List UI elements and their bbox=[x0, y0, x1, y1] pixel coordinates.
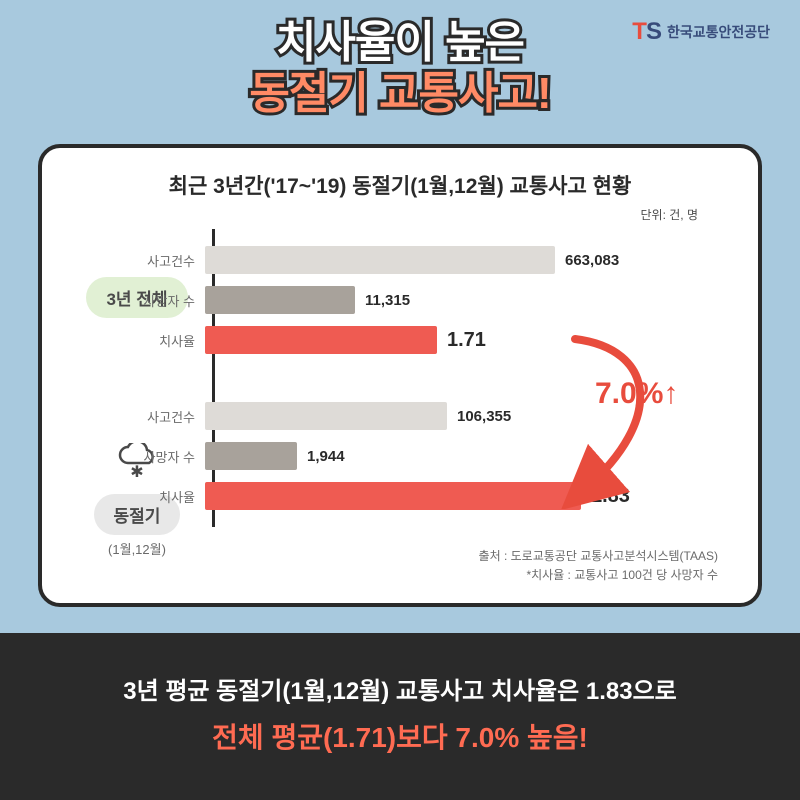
chart-card: 최근 3년간('17~'19) 동절기(1월,12월) 교통사고 현황 단위: … bbox=[38, 144, 762, 607]
footer-line-1: 3년 평균 동절기(1월,12월) 교통사고 치사율은 1.83으로 bbox=[20, 671, 780, 706]
bar-value: 11,315 bbox=[365, 292, 410, 309]
svg-text:✱: ✱ bbox=[130, 464, 143, 481]
bar-value: 1.71 bbox=[447, 329, 486, 352]
bar bbox=[205, 286, 355, 314]
group-labels-col: 3년 전체✱동절기(1월,12월) bbox=[72, 229, 212, 527]
bar-value: 1,944 bbox=[307, 448, 345, 465]
bar bbox=[205, 402, 447, 430]
bar-label: 사망자 수 bbox=[141, 291, 205, 310]
increase-label: 7.0%↑ bbox=[595, 377, 678, 411]
bar-value: 1.83 bbox=[591, 485, 630, 508]
bar-value: 663,083 bbox=[565, 252, 619, 269]
title-line-2: 동절기 교통사고! bbox=[0, 69, 800, 120]
logo-org-name: 한국교통안전공단 bbox=[667, 22, 770, 42]
org-logo: TS 한국교통안전공단 bbox=[632, 18, 770, 46]
bar-row: 사망자 수11,315 bbox=[215, 283, 728, 317]
group-sublabel: (1월,12월) bbox=[72, 539, 202, 558]
bar bbox=[205, 246, 555, 274]
chart-area: 3년 전체✱동절기(1월,12월) 7.0%↑ 사고건수663,083사망자 수… bbox=[72, 229, 728, 527]
bar-row: 사망자 수1,944 bbox=[215, 439, 728, 473]
footer-line-2: 전체 평균(1.71)보다 7.0% 높음! bbox=[20, 716, 780, 756]
bar-label: 사고건수 bbox=[141, 407, 205, 426]
logo-ts-mark: TS bbox=[632, 18, 661, 46]
source-line-2: *치사율 : 교통사고 100건 당 사망자 수 bbox=[72, 566, 718, 585]
bar-label: 치사율 bbox=[141, 487, 205, 506]
bar bbox=[205, 442, 297, 470]
footer-summary: 3년 평균 동절기(1월,12월) 교통사고 치사율은 1.83으로 전체 평균… bbox=[0, 633, 800, 800]
bar bbox=[205, 482, 581, 510]
bar-label: 사고건수 bbox=[141, 251, 205, 270]
bar-row: 치사율1.71 bbox=[215, 323, 728, 357]
bar-label: 치사율 bbox=[141, 331, 205, 350]
chart-unit: 단위: 건, 명 bbox=[72, 206, 728, 223]
bar-row: 사고건수663,083 bbox=[215, 243, 728, 277]
bar-row: 치사율1.83 bbox=[215, 479, 728, 513]
chart-title: 최근 3년간('17~'19) 동절기(1월,12월) 교통사고 현황 bbox=[72, 170, 728, 200]
bar-value: 106,355 bbox=[457, 408, 511, 425]
bar-label: 사망자 수 bbox=[141, 447, 205, 466]
bars-column: 7.0%↑ 사고건수663,083사망자 수11,315치사율1.71사고건수1… bbox=[212, 229, 728, 527]
bar bbox=[205, 326, 437, 354]
